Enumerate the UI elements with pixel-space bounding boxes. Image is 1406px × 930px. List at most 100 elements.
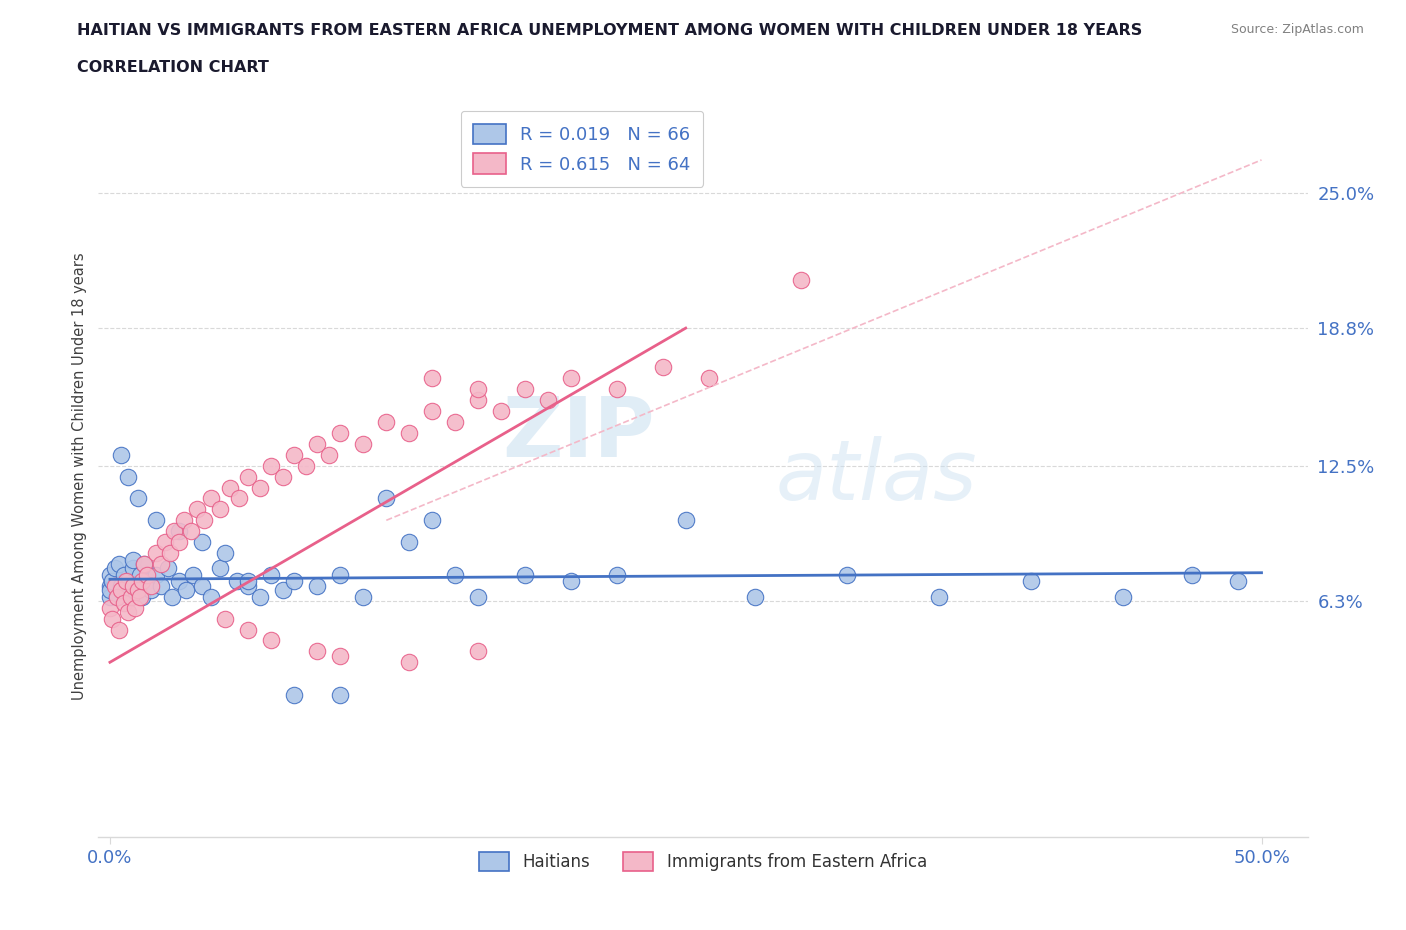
Point: [375, 415, 398, 430]
Point: [105, 590, 128, 604]
Point: [398, 426, 420, 441]
Point: [134, 556, 156, 571]
Point: [167, 535, 190, 550]
Point: [101, 611, 124, 626]
Point: [173, 512, 195, 527]
Point: [200, 590, 222, 604]
Point: [398, 655, 420, 670]
Point: [128, 590, 150, 604]
Point: [560, 574, 582, 589]
Point: [467, 392, 489, 407]
Point: [271, 469, 294, 484]
Point: [352, 436, 374, 451]
Point: [467, 590, 489, 604]
Text: CORRELATION CHART: CORRELATION CHART: [77, 60, 269, 75]
Point: [159, 546, 181, 561]
Point: [122, 561, 145, 576]
Point: [108, 622, 131, 637]
Point: [110, 583, 132, 598]
Point: [236, 622, 259, 637]
Point: [124, 600, 146, 615]
Point: [606, 382, 628, 397]
Point: [163, 524, 186, 538]
Point: [651, 360, 673, 375]
Point: [127, 583, 149, 598]
Point: [131, 590, 153, 604]
Point: [110, 447, 132, 462]
Point: [101, 574, 124, 589]
Text: Source: ZipAtlas.com: Source: ZipAtlas.com: [1230, 23, 1364, 36]
Point: [398, 535, 420, 550]
Point: [283, 574, 305, 589]
Point: [98, 567, 121, 582]
Point: [108, 556, 131, 571]
Point: [249, 480, 271, 495]
Point: [1019, 574, 1042, 589]
Point: [149, 556, 172, 571]
Point: [513, 382, 536, 397]
Point: [318, 447, 340, 462]
Point: [145, 567, 167, 582]
Point: [329, 426, 352, 441]
Point: [181, 567, 204, 582]
Point: [120, 590, 142, 604]
Point: [110, 578, 132, 593]
Point: [835, 567, 858, 582]
Point: [167, 574, 190, 589]
Point: [141, 578, 163, 593]
Point: [790, 272, 813, 287]
Legend: Haitians, Immigrants from Eastern Africa: Haitians, Immigrants from Eastern Africa: [467, 840, 939, 883]
Point: [200, 491, 222, 506]
Point: [467, 644, 489, 658]
Text: HAITIAN VS IMMIGRANTS FROM EASTERN AFRICA UNEMPLOYMENT AMONG WOMEN WITH CHILDREN: HAITIAN VS IMMIGRANTS FROM EASTERN AFRIC…: [77, 23, 1143, 38]
Point: [209, 561, 232, 576]
Point: [271, 583, 294, 598]
Text: atlas: atlas: [776, 436, 977, 517]
Point: [98, 590, 121, 604]
Point: [225, 574, 247, 589]
Point: [155, 535, 177, 550]
Point: [422, 404, 444, 418]
Point: [444, 567, 467, 582]
Point: [375, 491, 398, 506]
Point: [193, 512, 215, 527]
Point: [422, 371, 444, 386]
Point: [180, 524, 202, 538]
Point: [122, 552, 145, 567]
Point: [103, 561, 125, 576]
Point: [744, 590, 766, 604]
Point: [536, 392, 558, 407]
Point: [260, 567, 283, 582]
Point: [236, 574, 259, 589]
Point: [218, 480, 240, 495]
Point: [131, 574, 153, 589]
Point: [135, 574, 157, 589]
Point: [105, 590, 128, 604]
Point: [491, 404, 513, 418]
Point: [117, 604, 139, 619]
Point: [174, 583, 197, 598]
Point: [112, 567, 135, 582]
Y-axis label: Unemployment Among Women with Children Under 18 years: Unemployment Among Women with Children U…: [72, 253, 87, 700]
Point: [1181, 567, 1204, 582]
Point: [329, 687, 352, 702]
Point: [329, 567, 352, 582]
Point: [117, 469, 139, 484]
Point: [134, 556, 156, 571]
Point: [352, 590, 374, 604]
Text: ZIP: ZIP: [502, 392, 655, 474]
Point: [214, 611, 236, 626]
Point: [249, 590, 271, 604]
Point: [236, 469, 259, 484]
Point: [675, 512, 697, 527]
Point: [128, 567, 150, 582]
Point: [127, 578, 149, 593]
Point: [307, 578, 329, 593]
Point: [294, 458, 316, 473]
Point: [135, 567, 157, 582]
Point: [160, 590, 183, 604]
Point: [513, 567, 536, 582]
Point: [260, 458, 283, 473]
Point: [117, 574, 139, 589]
Point: [467, 382, 489, 397]
